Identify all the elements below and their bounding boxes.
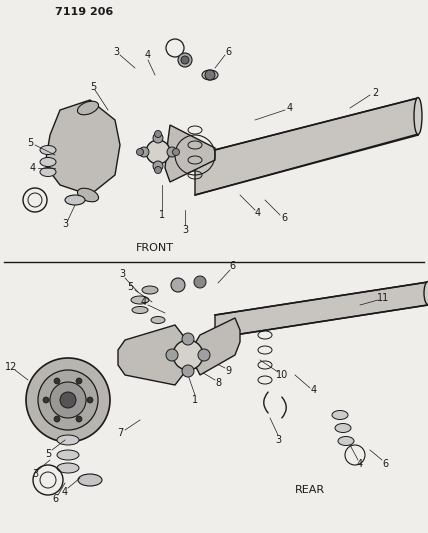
Text: 8: 8 [215, 378, 221, 388]
Circle shape [54, 378, 60, 384]
Ellipse shape [40, 146, 56, 155]
Ellipse shape [77, 188, 98, 202]
Text: 6: 6 [229, 261, 235, 271]
Circle shape [87, 397, 93, 403]
Text: 6: 6 [225, 47, 231, 57]
Text: 6: 6 [52, 494, 58, 504]
Text: 4: 4 [287, 103, 293, 113]
Ellipse shape [335, 424, 351, 432]
Circle shape [182, 333, 194, 345]
Text: 12: 12 [5, 362, 17, 372]
Circle shape [155, 166, 161, 174]
Text: 5: 5 [27, 138, 33, 148]
Text: 3: 3 [32, 469, 38, 479]
Polygon shape [194, 318, 240, 375]
Ellipse shape [77, 101, 98, 115]
Text: 4: 4 [145, 50, 151, 60]
Polygon shape [215, 282, 428, 338]
Circle shape [153, 161, 163, 171]
Ellipse shape [332, 410, 348, 419]
Ellipse shape [78, 474, 102, 486]
Ellipse shape [142, 286, 158, 294]
Text: 5: 5 [90, 82, 96, 92]
Polygon shape [118, 325, 185, 385]
Text: 3: 3 [182, 225, 188, 235]
Text: 3: 3 [62, 219, 68, 229]
Ellipse shape [338, 437, 354, 446]
Circle shape [171, 278, 185, 292]
Text: 5: 5 [45, 449, 51, 459]
Ellipse shape [202, 70, 218, 80]
Text: 4: 4 [62, 487, 68, 497]
Circle shape [155, 131, 161, 138]
Ellipse shape [40, 157, 56, 166]
Text: 9: 9 [225, 366, 231, 376]
Text: REAR: REAR [295, 485, 325, 495]
Circle shape [173, 340, 203, 370]
Ellipse shape [57, 450, 79, 460]
Circle shape [172, 149, 179, 156]
Text: 1: 1 [159, 210, 165, 220]
Circle shape [38, 370, 98, 430]
Ellipse shape [57, 463, 79, 473]
Text: 3: 3 [113, 47, 119, 57]
Text: 7: 7 [117, 428, 123, 438]
Text: 6: 6 [281, 213, 287, 223]
Circle shape [198, 349, 210, 361]
Text: 7119 206: 7119 206 [55, 7, 113, 17]
Text: 6: 6 [382, 459, 388, 469]
Ellipse shape [132, 306, 148, 313]
Circle shape [166, 349, 178, 361]
Polygon shape [45, 100, 120, 195]
Circle shape [146, 140, 170, 164]
Text: 10: 10 [276, 370, 288, 380]
Ellipse shape [131, 296, 149, 304]
Circle shape [178, 53, 192, 67]
Circle shape [194, 276, 206, 288]
Circle shape [50, 382, 86, 418]
Text: 1: 1 [192, 395, 198, 405]
Text: 5: 5 [127, 282, 133, 292]
Circle shape [26, 358, 110, 442]
Circle shape [76, 378, 82, 384]
Circle shape [167, 147, 177, 157]
Ellipse shape [414, 98, 422, 134]
Text: 2: 2 [372, 88, 378, 98]
Circle shape [182, 365, 194, 377]
Circle shape [76, 416, 82, 422]
Text: 4: 4 [311, 385, 317, 395]
Ellipse shape [57, 435, 79, 445]
Circle shape [139, 147, 149, 157]
Ellipse shape [151, 317, 165, 324]
Text: 4: 4 [357, 459, 363, 469]
Text: 11: 11 [377, 293, 389, 303]
Circle shape [60, 392, 76, 408]
Text: 4: 4 [255, 208, 261, 218]
Polygon shape [165, 125, 215, 182]
Polygon shape [195, 98, 418, 195]
Text: FRONT: FRONT [136, 243, 174, 253]
Circle shape [153, 133, 163, 143]
Circle shape [43, 397, 49, 403]
Text: 4: 4 [141, 297, 147, 307]
Circle shape [205, 70, 215, 80]
Ellipse shape [424, 281, 428, 304]
Circle shape [137, 149, 143, 156]
Text: 3: 3 [275, 435, 281, 445]
Circle shape [181, 56, 189, 64]
Circle shape [54, 416, 60, 422]
Ellipse shape [65, 195, 85, 205]
Text: 4: 4 [30, 163, 36, 173]
Text: 3: 3 [119, 269, 125, 279]
Ellipse shape [40, 167, 56, 176]
